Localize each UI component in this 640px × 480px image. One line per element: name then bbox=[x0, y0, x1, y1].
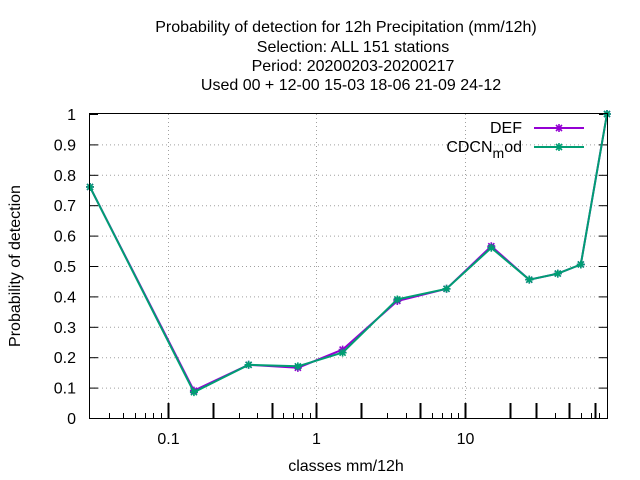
series-layer bbox=[86, 110, 611, 397]
tick-labels: 0 0.1 0.2 0.3 0.4 0.5 0.6 0.7 0.8 0.9 1 0.1 1 10 bbox=[54, 107, 475, 448]
legend-label-cdcn-main: CDCN bbox=[446, 139, 492, 156]
series-point-1 bbox=[525, 275, 534, 284]
y-tick-label: 0.7 bbox=[54, 198, 76, 215]
y-tick-label: 0 bbox=[67, 411, 76, 428]
series-point-1 bbox=[442, 284, 451, 293]
y-axis-label: Probability of detection bbox=[7, 185, 24, 347]
y-tick-label: 0.1 bbox=[54, 381, 76, 398]
legend-label-cdcn-sub: m bbox=[493, 145, 505, 161]
axis-ticks bbox=[90, 114, 607, 419]
legend-label-cdcn-rest: od bbox=[504, 139, 522, 156]
y-tick-label: 0.8 bbox=[54, 168, 76, 185]
series-point-1 bbox=[244, 360, 253, 369]
series-point-1 bbox=[553, 269, 562, 278]
series-point-1 bbox=[487, 243, 496, 252]
plot-border bbox=[89, 113, 608, 419]
y-tick-label: 0.2 bbox=[54, 350, 76, 367]
series-point-1 bbox=[393, 295, 402, 304]
x-tick-label: 1 bbox=[312, 431, 321, 448]
y-tick-label: 0.9 bbox=[54, 137, 76, 154]
legend: DEF CDCNmod bbox=[446, 120, 584, 161]
grid bbox=[90, 114, 607, 418]
y-tick-label: 0.5 bbox=[54, 259, 76, 276]
title-line-1: Probability of detection for 12h Precipi… bbox=[155, 19, 537, 36]
y-tick-label: 0.3 bbox=[54, 320, 76, 337]
x-tick-label: 0.1 bbox=[157, 431, 179, 448]
title-line-2: Selection: ALL 151 stations bbox=[257, 39, 449, 56]
legend-label-cdcn: CDCNmod bbox=[446, 139, 522, 161]
y-tick-label: 1 bbox=[67, 107, 76, 124]
series-point-1 bbox=[576, 260, 585, 269]
y-tick-label: 0.6 bbox=[54, 229, 76, 246]
series-point-1 bbox=[189, 388, 198, 397]
series-point-1 bbox=[338, 348, 347, 357]
x-tick-label: 10 bbox=[457, 431, 475, 448]
title-line-4: Used 00 + 12-00 15-03 18-06 21-09 24-12 bbox=[201, 77, 501, 94]
series-line-0 bbox=[89, 113, 608, 392]
x-axis-label: classes mm/12h bbox=[288, 458, 404, 475]
series-point-1 bbox=[293, 362, 302, 371]
y-tick-label: 0.4 bbox=[54, 289, 76, 306]
legend-marker-0 bbox=[555, 124, 563, 132]
chart-title: Probability of detection for 12h Precipi… bbox=[155, 19, 537, 94]
series-line-1 bbox=[89, 113, 608, 394]
legend-label-def: DEF bbox=[490, 120, 522, 137]
title-line-3: Period: 20200203-20200217 bbox=[252, 58, 455, 75]
legend-marker-1 bbox=[555, 143, 563, 151]
